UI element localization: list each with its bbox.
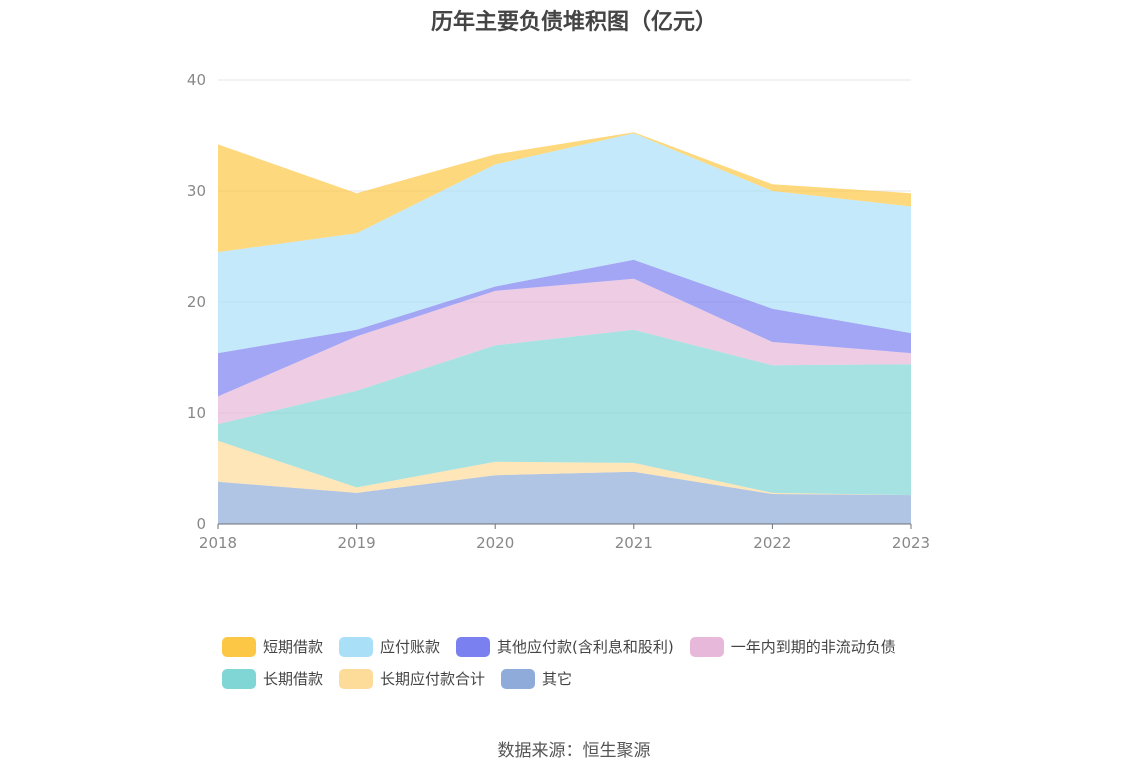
legend-swatch — [222, 636, 256, 657]
legend-row: 长期借款 长期应付款合计 其它 — [222, 668, 942, 689]
data-source-note: 数据来源：恒生聚源 — [497, 741, 651, 761]
legend-swatch — [222, 668, 256, 689]
area-series-1 — [218, 440, 911, 496]
x-tick-label: 2020 — [476, 534, 514, 552]
x-tick-label: 2018 — [199, 534, 237, 552]
y-tick-label: 20 — [187, 293, 206, 311]
legend-swatch — [689, 636, 724, 657]
legend-label: 长期借款 — [263, 670, 324, 688]
area-series-6 — [218, 132, 911, 253]
x-tick-label: 2022 — [753, 534, 791, 552]
area-series — [218, 132, 911, 524]
area-series-0 — [218, 471, 911, 524]
legend-label: 应付账款 — [380, 638, 441, 656]
legend-label: 其它 — [542, 670, 573, 688]
legend-item[interactable]: 短期借款 — [222, 636, 323, 657]
legend-item[interactable]: 一年内到期的非流动负债 — [689, 636, 896, 657]
x-tick-label: 2021 — [615, 534, 653, 552]
legend-label: 短期借款 — [263, 638, 324, 656]
legend-label: 一年内到期的非流动负债 — [730, 638, 896, 656]
legend-item[interactable]: 长期应付款合计 — [339, 668, 485, 689]
legend-item[interactable]: 长期借款 — [222, 668, 323, 689]
y-tick-label: 0 — [196, 515, 206, 533]
area-series-2 — [218, 329, 911, 496]
chart-plot-area: 0 10 20 30 40 2018 2019 2020 2021 2022 2023 — [187, 71, 930, 552]
legend-item[interactable]: 其他应付款(含利息和股利) — [456, 636, 674, 657]
area-series-4 — [218, 259, 911, 397]
axes: 0 10 20 30 40 2018 2019 2020 2021 2022 2023 — [187, 71, 930, 552]
legend-item[interactable]: 其它 — [501, 668, 572, 689]
x-tick-label: 2023 — [892, 534, 930, 552]
y-tick-label: 30 — [187, 182, 206, 200]
legend-swatch — [339, 668, 374, 689]
y-tick-label: 10 — [187, 404, 206, 422]
chart-title: 历年主要负债堆积图（亿元） — [430, 10, 717, 35]
legend-item[interactable]: 应付账款 — [339, 636, 440, 657]
legend-swatch — [456, 636, 491, 657]
legend-swatch — [501, 668, 536, 689]
legend-label: 其他应付款(含利息和股利) — [497, 638, 674, 656]
legend: 短期借款 应付账款 其他应付款(含利息和股利) 一年内到期的非流动负债长期借款 长期应付… — [222, 636, 942, 700]
x-tick-label: 2019 — [338, 534, 376, 552]
legend-row: 短期借款 应付账款 其他应付款(含利息和股利) 一年内到期的非流动负债 — [222, 636, 942, 657]
legend-label: 长期应付款合计 — [380, 670, 486, 688]
area-series-3 — [218, 278, 911, 425]
legend-swatch — [339, 636, 374, 657]
y-tick-label: 40 — [187, 71, 206, 89]
area-series-5 — [218, 133, 911, 354]
